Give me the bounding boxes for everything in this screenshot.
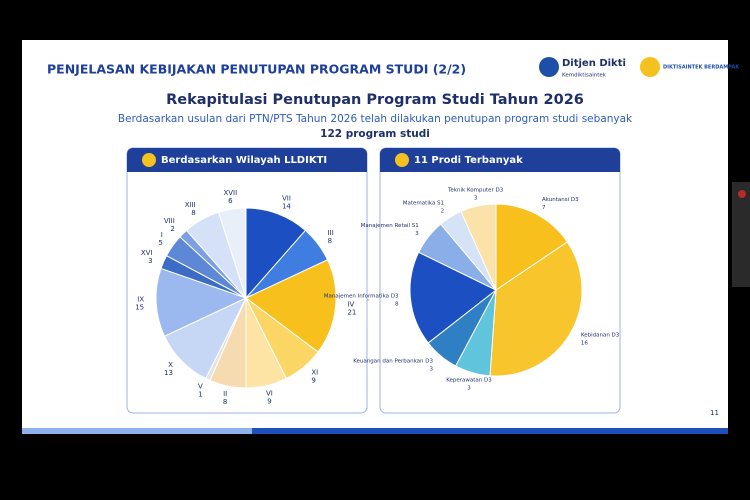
slice-value: 3 — [430, 367, 434, 373]
slice-label: VI — [266, 389, 273, 397]
slice-label: XIII — [185, 201, 196, 209]
slice-value: 14 — [282, 203, 291, 211]
slice-value: 3 — [474, 196, 478, 202]
slice-label: Keperawatan D3 — [446, 378, 492, 384]
slice-label: X — [168, 361, 173, 369]
slice-value: 1 — [198, 390, 202, 398]
slice-label: XI — [311, 368, 318, 376]
slice-value: 8 — [395, 302, 399, 308]
slice-value: 15 — [135, 303, 144, 311]
slice-label: III — [328, 229, 334, 237]
slice-label: Teknik Komputer D3 — [447, 188, 504, 194]
logo — [539, 57, 559, 77]
video-thumbnail — [732, 182, 750, 287]
slice-label: Manajemen Retail S1 — [361, 223, 419, 229]
header-title: PENJELASAN KEBIJAKAN PENUTUPAN PROGRAM S… — [47, 62, 466, 77]
slice-value: 9 — [311, 376, 315, 384]
badge-text: DIKTISAINTEK BERDAMPAK — [663, 65, 740, 71]
slice-label: Keuangan dan Perbankan D3 — [353, 359, 433, 365]
slice-value: 3 — [148, 257, 152, 265]
slice-value: 7 — [542, 205, 546, 211]
slice-label: IV — [347, 300, 354, 308]
slide-total: 122 program studi — [320, 128, 430, 140]
thumbnail-icon — [738, 190, 746, 198]
footer-accent — [22, 428, 252, 434]
slice-label: Matematika S1 — [403, 200, 444, 206]
panel-title: 11 Prodi Terbanyak — [414, 155, 523, 166]
panel-header — [380, 148, 620, 172]
slice-value: 16 — [581, 341, 588, 347]
slice-label: VIII — [164, 217, 175, 225]
pie-slice — [245, 207, 307, 300]
slice-label: Kebidanan D3 — [581, 333, 620, 339]
slice-value: 2 — [170, 225, 174, 233]
pie-slice — [155, 267, 248, 337]
page-number: 11 — [710, 409, 719, 417]
slice-value: 21 — [347, 308, 356, 316]
pie-slice — [409, 251, 497, 344]
badge-logo — [640, 57, 660, 77]
slice-label: Akuntansi D3 — [542, 197, 579, 203]
pie-slice — [489, 241, 583, 377]
slice-value: 6 — [228, 197, 233, 205]
slice-value: 8 — [328, 237, 332, 245]
slice-label: I — [161, 231, 163, 239]
logo-name: Ditjen Dikti — [562, 58, 626, 69]
slide-title: Rekapitulasi Penutupan Program Studi Tah… — [166, 92, 584, 108]
panel-title: Berdasarkan Wilayah LLDIKTI — [161, 155, 327, 166]
slice-value: 3 — [415, 231, 419, 237]
slice-value: 8 — [223, 398, 227, 406]
logo-sub: Kemdiktisaintek — [562, 73, 607, 79]
slice-value: 8 — [191, 209, 195, 217]
panel-icon — [142, 153, 156, 167]
slice-label: VII — [282, 195, 291, 203]
pie-slice — [218, 207, 247, 299]
slice-value: 9 — [267, 397, 271, 405]
footer-bar — [22, 428, 728, 434]
panel-header — [127, 148, 367, 172]
slice-label: XVII — [223, 189, 237, 197]
slice-value: 13 — [164, 369, 173, 377]
pie-slice — [460, 203, 497, 291]
pie-slice — [495, 203, 568, 291]
slice-label: IX — [137, 295, 144, 303]
slice-value: 3 — [467, 386, 471, 392]
pie-slice — [245, 259, 337, 353]
slice-label: XVI — [141, 249, 153, 257]
slide-subtitle: Berdasarkan usulan dari PTN/PTS Tahun 20… — [118, 113, 633, 125]
slice-value: 5 — [158, 239, 162, 247]
slice-label: Manajemen Informatika D3 — [324, 294, 399, 300]
slice-value: 2 — [441, 208, 445, 214]
slice-label: II — [223, 390, 227, 398]
slice-label: V — [198, 382, 203, 390]
panel-icon — [395, 153, 409, 167]
